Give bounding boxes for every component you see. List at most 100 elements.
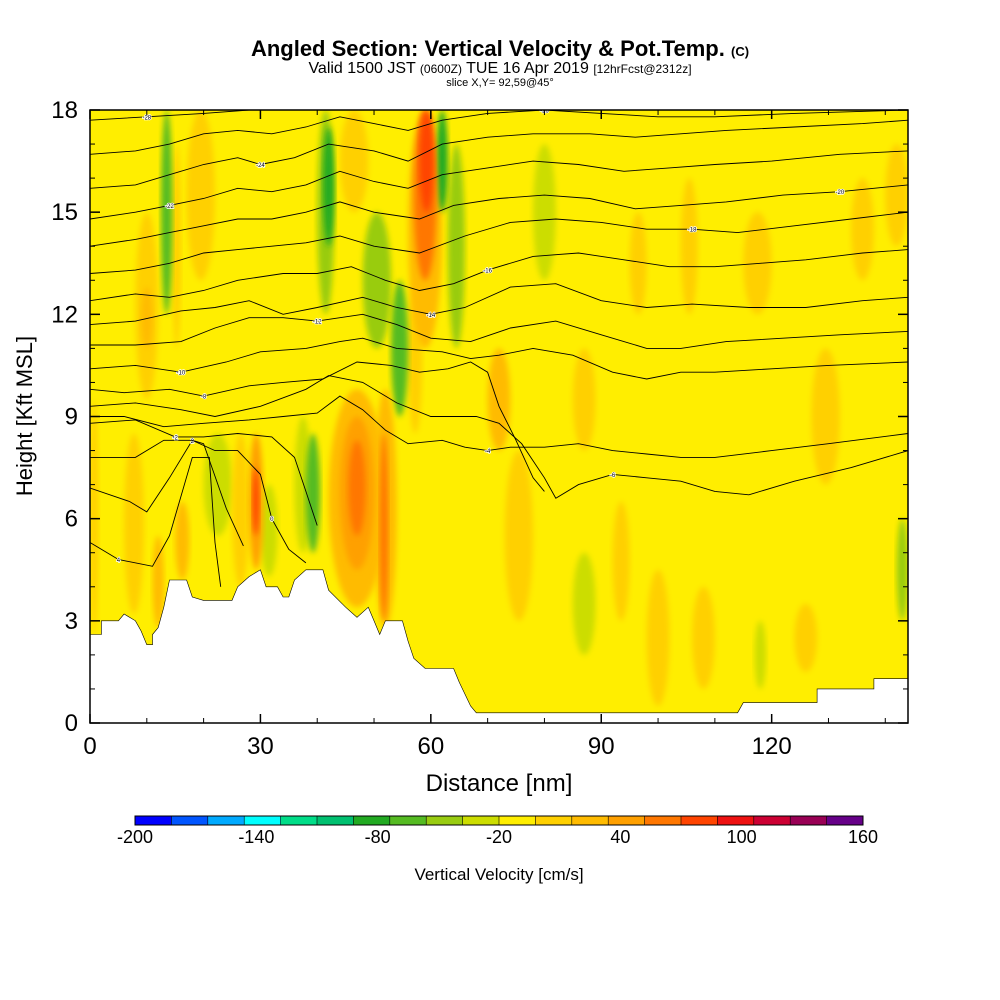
velocity-cell (896, 518, 908, 621)
isentrope-line (90, 211, 908, 274)
y-tick-label: 15 (51, 199, 78, 226)
colorbar-segment (135, 816, 172, 825)
isentrope-label: -22 (165, 204, 174, 210)
y-axis-label: Height [Kft MSL] (12, 336, 37, 496)
x-tick-label: 30 (247, 733, 274, 760)
isentrope-label: -4 (485, 449, 491, 455)
y-tick-label: 6 (65, 506, 78, 533)
x-tick-label: 0 (83, 733, 96, 760)
velocity-cell (152, 535, 164, 628)
isentrope-label: 0 (270, 517, 274, 523)
velocity-cell (533, 144, 556, 281)
colorbar-segment (244, 816, 281, 825)
x-tick-label: 60 (417, 733, 444, 760)
velocity-cell (504, 450, 534, 621)
slice-info: slice X,Y= 92,59@45° (446, 77, 554, 89)
colorbar-tick-label: -20 (486, 827, 512, 847)
velocity-cell (487, 348, 511, 451)
chart-title: Angled Section: Vertical Velocity & Pot.… (0, 36, 1000, 62)
velocity-cell (305, 433, 321, 553)
velocity-cell (447, 144, 465, 349)
y-tick-label: 9 (65, 404, 78, 431)
isentrope-line (90, 150, 908, 220)
isentrope-label: -18 (688, 228, 697, 234)
valid-zulu: (0600Z) (419, 62, 462, 76)
isentrope-line (90, 249, 908, 302)
colorbar-segment (462, 816, 500, 825)
isentrope-line (90, 283, 908, 326)
velocity-cell (794, 603, 818, 672)
velocity-cell (612, 501, 630, 621)
x-tick-label: 120 (752, 733, 792, 760)
x-axis-label: Distance [nm] (426, 770, 573, 797)
velocity-cell (572, 348, 596, 451)
forecast-info: [12hrFcst@2312z] (593, 62, 692, 76)
colorbar-segment (353, 816, 391, 825)
velocity-cell (680, 178, 698, 315)
velocity-cell (124, 433, 144, 615)
x-tick-label: 90 (588, 733, 615, 760)
isentrope-line (90, 439, 307, 564)
y-tick-label: 18 (51, 97, 78, 124)
colorbar-tick-label: -200 (117, 827, 153, 847)
velocity-cell (339, 110, 369, 213)
colorbar-segment (389, 816, 427, 825)
velocity-cell (90, 399, 99, 635)
isentrope-line (90, 375, 908, 499)
colorbar-segment (753, 816, 791, 825)
colorbar-segment (535, 816, 573, 825)
velocity-cell (646, 569, 670, 706)
chart-title-text: Angled Section: Vertical Velocity & Pot.… (250, 36, 725, 61)
isentrope-label: -2 (173, 435, 179, 441)
velocity-cell (232, 433, 250, 587)
isentrope-label: 2 (191, 439, 195, 445)
velocity-cell (172, 144, 181, 349)
velocity-cell (348, 440, 366, 536)
isentrope-line (90, 110, 908, 155)
velocity-cell (322, 127, 335, 247)
velocity-cell (885, 144, 908, 247)
isentrope-label: -12 (313, 320, 322, 326)
velocity-cell (161, 110, 173, 315)
isentrope-line (90, 337, 908, 380)
colorbar-segment (426, 816, 463, 825)
chart-title-unit: (C) (731, 44, 750, 59)
isentrope-line (90, 395, 908, 458)
velocity-cell (851, 178, 874, 281)
y-tick-label: 0 (65, 710, 78, 737)
y-tick-label: 3 (65, 608, 78, 635)
isentrope-label: 4 (117, 558, 121, 564)
isentrope-line (90, 119, 908, 189)
velocity-cell (419, 110, 434, 213)
velocity-cell (362, 212, 392, 349)
velocity-cell (754, 620, 766, 689)
velocity-cell (141, 287, 153, 349)
colorbar-segment (790, 816, 827, 825)
velocity-cell (572, 552, 596, 655)
isentrope-label: -6 (610, 473, 616, 479)
colorbar-segment (717, 816, 755, 825)
colorbar-tick-label: -140 (238, 827, 274, 847)
isentrope-label: -28 (142, 115, 151, 121)
colorbar-segment (681, 816, 718, 825)
y-axis: 0 3 6 9 12 15 18 (51, 97, 908, 737)
velocity-cell (629, 212, 647, 315)
velocity-cell (436, 110, 448, 213)
velocity-cell (175, 501, 190, 580)
velocity-cell (186, 110, 215, 281)
colorbar-label: Vertical Velocity [cm/s] (414, 865, 583, 884)
valid-date: TUE 16 Apr 2019 (466, 60, 589, 77)
isentrope-label: -24 (256, 163, 265, 169)
velocity-cell (379, 433, 389, 621)
valid-time: Valid 1500 JST (308, 60, 416, 77)
terrain-mask (90, 569, 908, 723)
isentrope-line (90, 361, 545, 492)
colorbar-segment (499, 816, 536, 825)
colorbar-segment (207, 816, 245, 825)
isentrope-label: -14 (426, 313, 435, 319)
isentrope-line (90, 439, 244, 547)
isentrope-label: -16 (483, 269, 492, 275)
velocity-cell (811, 348, 840, 485)
colorbar: -200 -140 -80 -20 40 100 160 (117, 815, 878, 847)
